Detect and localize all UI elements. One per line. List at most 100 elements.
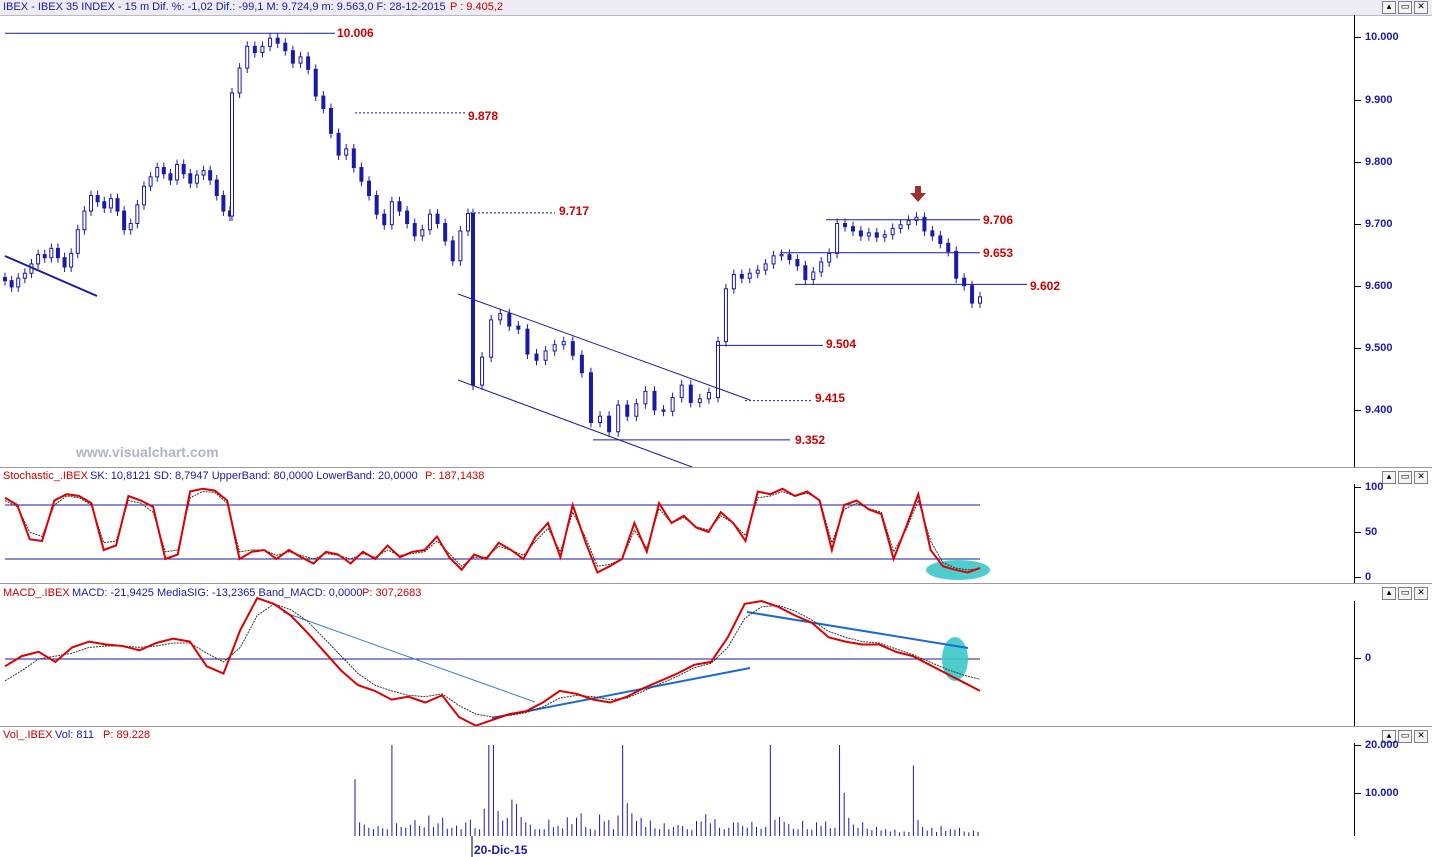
close-icon[interactable]: ✕ xyxy=(1414,471,1428,484)
price-candle xyxy=(95,195,100,203)
support-trendline xyxy=(4,255,98,297)
minimize-icon[interactable]: ▴ xyxy=(1382,730,1396,743)
price-tick-label: 9.900 xyxy=(1365,94,1393,106)
price-candle xyxy=(723,288,728,343)
price-candle xyxy=(779,254,784,257)
price-candle xyxy=(237,67,242,94)
price-candle xyxy=(450,240,455,262)
price-candle xyxy=(69,252,74,268)
price-candle xyxy=(731,273,736,290)
price-candle xyxy=(739,273,744,279)
price-candle xyxy=(412,223,417,237)
price-candle xyxy=(128,223,133,231)
price-candle xyxy=(275,37,280,44)
close-icon[interactable]: ✕ xyxy=(1414,587,1428,600)
price-candle xyxy=(321,95,326,109)
level-label: 9.504 xyxy=(826,337,857,351)
price-candle xyxy=(616,404,621,433)
channel-upper-line xyxy=(457,293,751,401)
restore-icon[interactable]: ▭ xyxy=(1398,587,1412,600)
price-candle xyxy=(489,319,494,358)
pane-separator xyxy=(0,583,1432,584)
macd-p: P: 307,2683 xyxy=(362,587,422,599)
price-candle xyxy=(962,277,967,287)
macd-name: MACD_.IBEX xyxy=(3,587,70,599)
price-candle xyxy=(115,198,120,212)
price-candle xyxy=(141,185,146,206)
channel-lower-line xyxy=(457,379,693,468)
macd-tick-label: 0 xyxy=(1365,652,1372,664)
price-candle xyxy=(374,195,379,215)
price-candle xyxy=(245,45,250,69)
price-candle xyxy=(643,390,648,405)
price-candle xyxy=(552,344,557,352)
price-candle xyxy=(598,415,603,423)
vol-name: Vol_.IBEX xyxy=(3,729,53,741)
price-candle xyxy=(122,210,127,231)
price-candle xyxy=(22,272,27,279)
price-candle xyxy=(922,216,927,232)
watermark: www.visualchart.com xyxy=(76,444,219,460)
price-candle xyxy=(298,56,303,64)
price-candle xyxy=(771,255,776,265)
price-candle xyxy=(55,247,60,259)
price-candle xyxy=(498,313,503,321)
macd-window-buttons: ▴ ▭ ✕ xyxy=(1382,587,1428,600)
price-candle xyxy=(579,354,584,374)
minimize-icon[interactable]: ▴ xyxy=(1382,471,1396,484)
level-label: 9.706 xyxy=(983,213,1014,227)
price-candle xyxy=(435,213,440,225)
minimize-icon[interactable]: ▴ xyxy=(1382,587,1396,600)
macd-values: MACD: -21,9425 MediaSIG: -13,2365 Band_M… xyxy=(72,587,363,599)
level-label: 9.878 xyxy=(468,109,499,123)
price-candle xyxy=(168,173,173,181)
restore-icon[interactable]: ▭ xyxy=(1398,730,1412,743)
price-candle xyxy=(843,223,848,228)
price-candle xyxy=(268,37,273,47)
chart-title: IBEX - IBEX 35 INDEX - 15 m Dif. %: -1,0… xyxy=(3,1,446,13)
close-icon[interactable]: ✕ xyxy=(1414,1,1428,14)
price-axis: 10.000 9.900 9.800 9.700 9.600 9.500 9.4… xyxy=(1354,15,1432,467)
minimize-icon[interactable]: ▴ xyxy=(1382,1,1396,14)
price-candle xyxy=(906,219,911,226)
price-candle xyxy=(89,195,94,212)
price-candle xyxy=(858,230,863,237)
price-candle xyxy=(466,213,470,232)
price-candle xyxy=(194,174,199,184)
price-candle xyxy=(359,167,364,182)
price-candle xyxy=(214,179,219,197)
price-candle xyxy=(570,341,575,356)
price-candle xyxy=(688,384,693,404)
price-candle xyxy=(516,325,521,330)
close-icon[interactable]: ✕ xyxy=(1414,730,1428,743)
date-axis-label: 20-Dic-15 xyxy=(474,843,528,857)
price-candle xyxy=(201,170,206,176)
price-candle xyxy=(898,224,903,229)
price-candle xyxy=(706,392,711,400)
price-candle xyxy=(811,271,816,280)
price-candle xyxy=(670,397,675,412)
price-candle xyxy=(351,148,356,169)
stoch-tick-label: 50 xyxy=(1365,526,1378,538)
price-candle xyxy=(108,198,113,209)
restore-icon[interactable]: ▭ xyxy=(1398,1,1412,14)
price-tick-label: 10.000 xyxy=(1365,31,1399,43)
price-candle xyxy=(874,232,879,238)
stoch-axis: 100 50 0 xyxy=(1354,481,1432,583)
stoch-window-buttons: ▴ ▭ ✕ xyxy=(1382,471,1428,484)
price-candle xyxy=(938,235,943,244)
pane-separator xyxy=(0,467,1432,468)
vol-tick-label: 20.000 xyxy=(1365,739,1399,751)
price-candle xyxy=(795,259,800,267)
restore-icon[interactable]: ▭ xyxy=(1398,471,1412,484)
price-candle xyxy=(389,201,394,226)
price-tick-label: 9.800 xyxy=(1365,156,1393,168)
price-candle xyxy=(49,247,54,259)
vol-axis: 20.000 10.000 xyxy=(1354,739,1432,836)
price-candle xyxy=(397,201,402,212)
price-candle xyxy=(155,167,160,178)
price-candle xyxy=(260,45,265,54)
price-candle xyxy=(82,210,87,231)
price-candle xyxy=(290,50,295,64)
